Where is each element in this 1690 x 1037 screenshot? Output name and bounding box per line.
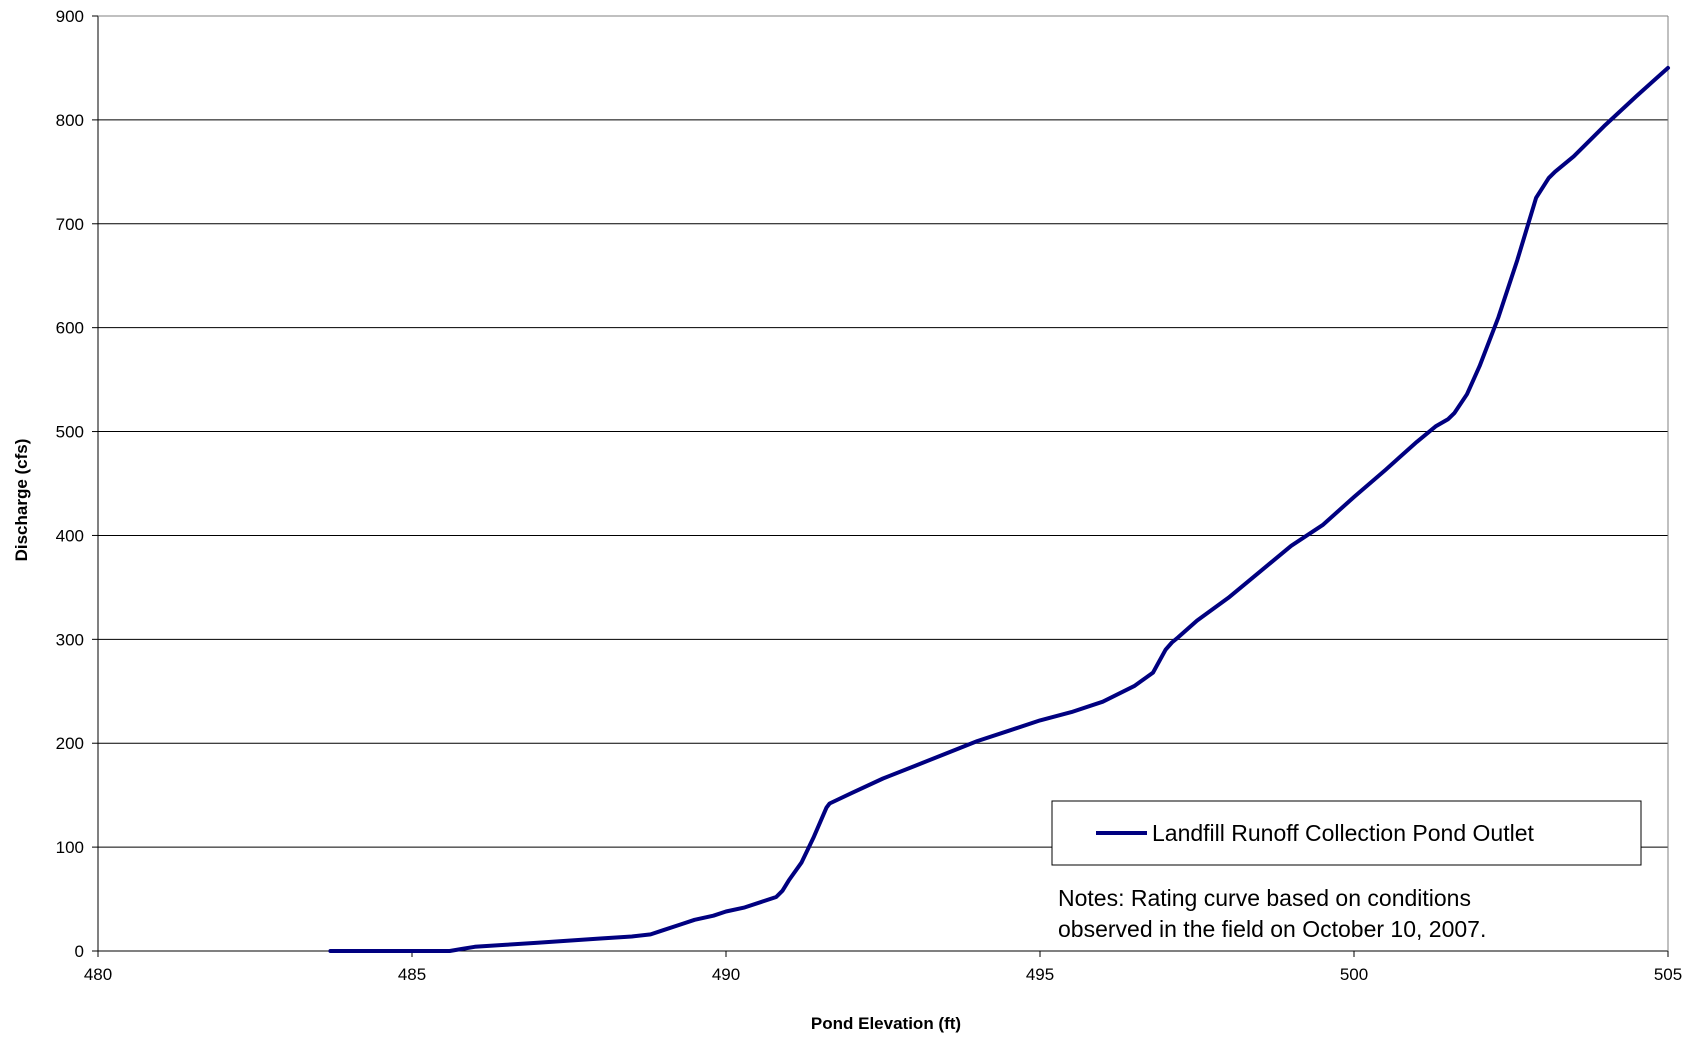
series-line-0: [328, 65, 1670, 953]
x-tick-label-495: 495: [1026, 965, 1054, 984]
legend: Landfill Runoff Collection Pond Outlet: [1051, 800, 1642, 866]
series-lines: [328, 65, 1670, 953]
y-tick-label-700: 700: [56, 215, 84, 234]
y-tick-label-300: 300: [56, 630, 84, 649]
y-tick-label-100: 100: [56, 838, 84, 857]
y-tick-label-0: 0: [75, 942, 84, 961]
note-line-2: observed in the field on October 10, 200…: [1058, 916, 1486, 942]
y-tick-label-600: 600: [56, 319, 84, 338]
y-axis-ticks: 0 100 200 300 400 500 600 700 800 900: [56, 7, 98, 961]
x-axis-title: Pond Elevation (ft): [811, 1014, 961, 1033]
y-tick-label-800: 800: [56, 111, 84, 130]
x-axis-ticks: 480 485 490 495 500 505: [84, 951, 1682, 984]
legend-box: [1051, 800, 1642, 866]
y-tick-label-200: 200: [56, 734, 84, 753]
x-tick-label-485: 485: [398, 965, 426, 984]
gridlines: [98, 15, 1668, 848]
x-tick-label-480: 480: [84, 965, 112, 984]
y-axis-title: Discharge (cfs): [12, 439, 31, 562]
x-tick-label-505: 505: [1654, 965, 1682, 984]
y-tick-label-500: 500: [56, 423, 84, 442]
x-tick-label-490: 490: [712, 965, 740, 984]
y-tick-label-400: 400: [56, 526, 84, 545]
note-line-1: Notes: Rating curve based on conditions: [1058, 885, 1471, 911]
notes-annotation: Notes: Rating curve based on conditions …: [1058, 885, 1486, 942]
x-tick-label-500: 500: [1340, 965, 1368, 984]
legend-label: Landfill Runoff Collection Pond Outlet: [1152, 820, 1534, 846]
y-tick-label-900: 900: [56, 7, 84, 26]
